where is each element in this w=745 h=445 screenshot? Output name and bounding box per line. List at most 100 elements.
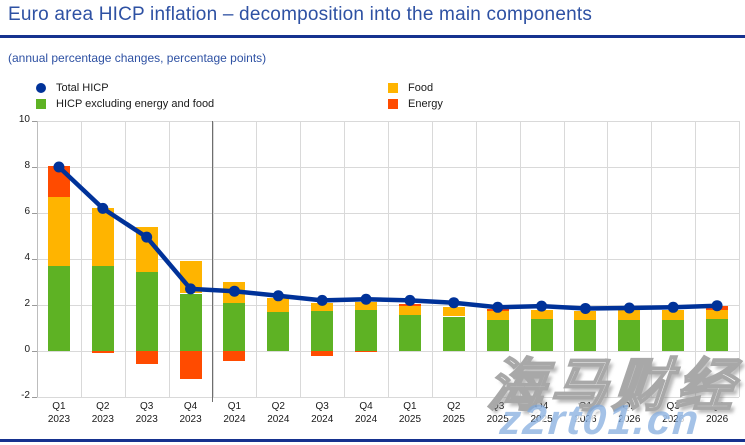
legend-square-marker [388, 82, 398, 93]
legend-column: Total HICP HICP excluding energy and food [36, 80, 214, 111]
legend-item: Total HICP [36, 80, 214, 95]
y-tick-mark [32, 305, 37, 306]
x-tick-label-line: Q3 [140, 401, 154, 412]
bar-food [267, 298, 290, 312]
y-tick-label: 4 [24, 252, 30, 263]
x-tick-label-line: 2025 [486, 414, 509, 425]
bar-hicp-excluding-energy-and-food [486, 319, 509, 351]
x-tick-label-line: Q3 [491, 401, 505, 412]
x-tick-label-line: Q1 [403, 401, 417, 412]
x-tick-label-line: 2026 [618, 414, 641, 425]
x-tick-label: Q4 2026 [695, 400, 739, 426]
legend-square-marker [36, 98, 46, 109]
x-tick-label-line: 2023 [135, 414, 158, 425]
x-tick-label-line: Q2 [622, 401, 636, 412]
x-gridline [431, 121, 433, 397]
bar-energy [355, 351, 378, 353]
bar-food [618, 310, 641, 320]
x-tick-label: Q2 2026 [607, 400, 651, 426]
legend-item: Energy [388, 96, 443, 111]
x-tick-label-line: 2023 [47, 414, 71, 425]
x-tick-label-line: 2024 [311, 414, 334, 425]
bar-food [530, 309, 553, 319]
legend-item: Food [388, 80, 443, 95]
x-tick-label-line: Q4 [359, 401, 373, 412]
bar-hicp-excluding-energy-and-food [47, 265, 70, 351]
x-tick-label: Q4 2025 [520, 400, 564, 426]
bar-hicp-excluding-energy-and-food [618, 319, 641, 351]
bar-energy [311, 351, 334, 356]
x-gridline [256, 121, 258, 397]
legend-item-label: Energy [408, 97, 443, 110]
x-tick-label-line: 2025 [442, 414, 465, 425]
x-tick-label: Q3 2023 [125, 400, 169, 426]
x-tick-label: Q3 2024 [300, 400, 344, 426]
y-tick-mark [32, 259, 37, 260]
y-axis-line [37, 121, 38, 397]
x-tick-label-line: 2023 [91, 414, 114, 425]
legend-circle-marker [36, 82, 46, 93]
bar-energy [706, 305, 729, 310]
bar-food [179, 261, 202, 294]
projection-separator-line [211, 121, 214, 402]
bar-hicp-excluding-energy-and-food [442, 316, 465, 351]
x-tick-label: Q2 2023 [81, 400, 125, 426]
legend-column: Food Energy [388, 80, 443, 111]
x-tick-label-line: 2025 [530, 414, 553, 425]
legend-item-label: HICP excluding energy and food [56, 97, 215, 110]
bar-hicp-excluding-energy-and-food [355, 309, 378, 351]
title-divider [0, 35, 745, 38]
bar-hicp-excluding-energy-and-food [574, 319, 597, 351]
x-tick-label: Q4 2023 [169, 400, 213, 426]
x-tick-label-line: 2026 [705, 414, 729, 425]
bar-hicp-excluding-energy-and-food [267, 311, 290, 351]
chart-title: Euro area HICP inflation – decomposition… [8, 4, 593, 25]
legend-item-label: Total HICP [56, 81, 109, 94]
bar-hicp-excluding-energy-and-food [135, 271, 158, 351]
x-tick-label-line: 2024 [223, 414, 246, 425]
x-tick-label: Q2 2025 [432, 400, 476, 426]
y-tick-label: 6 [24, 206, 30, 217]
bar-hicp-excluding-energy-and-food [398, 315, 421, 351]
bar-energy [91, 351, 114, 354]
x-tick-label-line: Q3 [666, 401, 680, 412]
x-tick-label-line: Q4 [534, 401, 549, 412]
y-tick-mark [32, 213, 37, 214]
x-tick-label-line: Q1 [227, 401, 242, 412]
bar-energy [486, 309, 509, 311]
x-gridline [388, 121, 389, 397]
x-tick-label: Q3 2025 [476, 400, 520, 426]
x-tick-label-line: 2025 [398, 414, 422, 425]
legend-item-label: Food [408, 81, 434, 94]
bar-food [223, 282, 246, 303]
y-tick-label: 0 [24, 344, 30, 355]
bar-hicp-excluding-energy-and-food [530, 318, 553, 351]
x-tick-label: Q3 2026 [651, 400, 695, 426]
y-tick-label: 2 [24, 298, 30, 309]
x-tick-label: Q1 2025 [388, 400, 432, 426]
legend-square-marker [388, 98, 398, 109]
bar-energy [47, 165, 70, 197]
x-tick-label: Q1 2024 [213, 400, 257, 426]
x-tick-label-line: Q2 [447, 401, 461, 412]
x-gridline [739, 121, 740, 397]
bar-food [662, 309, 685, 320]
x-tick-label: Q1 2026 [564, 400, 608, 426]
bar-hicp-excluding-energy-and-food [91, 265, 114, 351]
x-gridline [344, 121, 346, 397]
bar-food [135, 226, 158, 272]
bar-hicp-excluding-energy-and-food [706, 319, 729, 351]
x-tick-label-line: 2026 [574, 414, 597, 425]
x-tick-label-line: Q1 [578, 401, 593, 412]
y-tick-label: 10 [18, 114, 30, 125]
bar-food [91, 208, 114, 266]
legend: Total HICP HICP excluding energy and food… [0, 80, 745, 112]
x-tick-label-line: 2026 [662, 414, 685, 425]
bar-food [442, 307, 465, 317]
bar-hicp-excluding-energy-and-food [662, 319, 685, 351]
x-tick-label-line: 2024 [354, 414, 378, 425]
x-tick-label-line: Q4 [710, 401, 724, 412]
bar-energy [179, 351, 202, 379]
bar-food [47, 196, 70, 266]
